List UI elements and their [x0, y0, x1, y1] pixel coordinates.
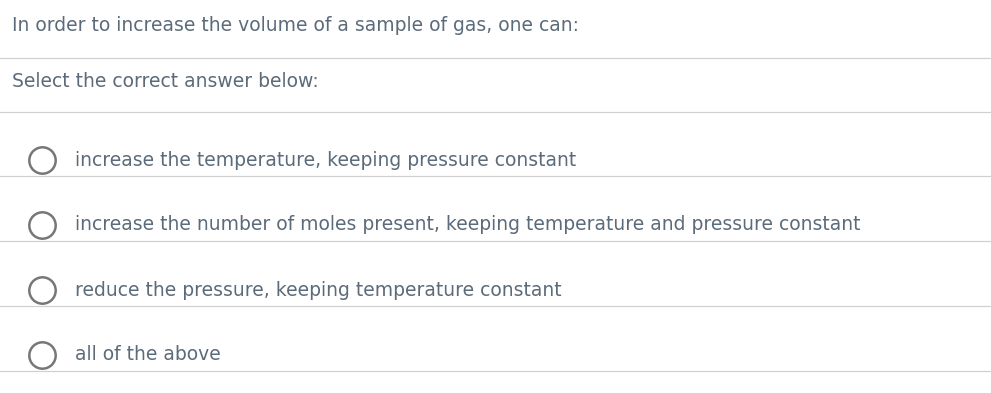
Text: Select the correct answer below:: Select the correct answer below:	[12, 72, 319, 91]
Text: reduce the pressure, keeping temperature constant: reduce the pressure, keeping temperature…	[75, 281, 562, 299]
Text: increase the number of moles present, keeping temperature and pressure constant: increase the number of moles present, ke…	[75, 215, 860, 235]
Text: increase the temperature, keeping pressure constant: increase the temperature, keeping pressu…	[75, 151, 576, 169]
Text: all of the above: all of the above	[75, 345, 221, 364]
Text: In order to increase the volume of a sample of gas, one can:: In order to increase the volume of a sam…	[12, 16, 579, 35]
